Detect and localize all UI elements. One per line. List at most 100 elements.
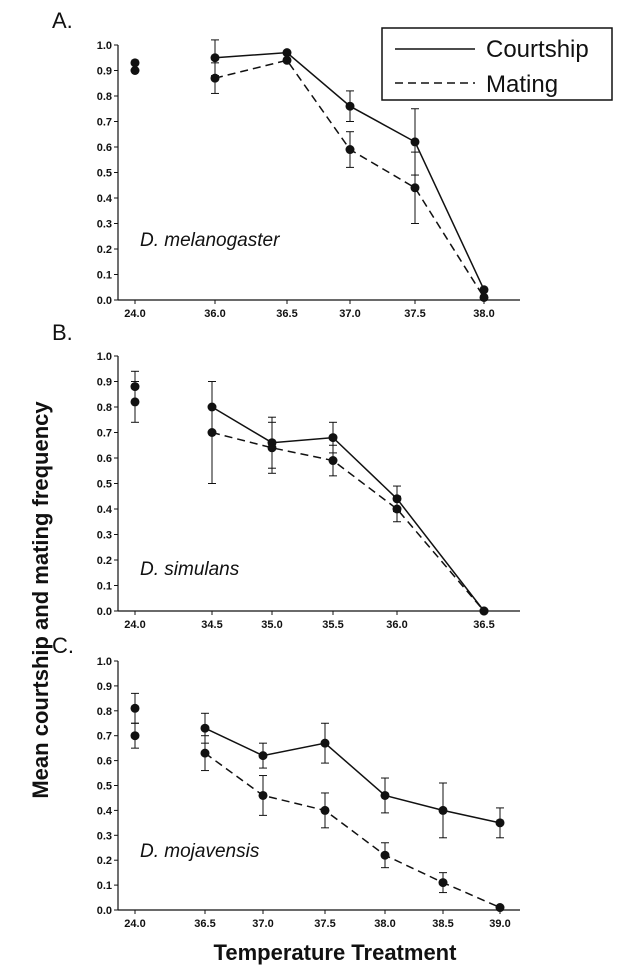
y-tick-label: 0.8: [97, 91, 112, 103]
data-point: [130, 397, 140, 407]
legend-box: [381, 27, 613, 101]
y-tick-label: 0.4: [97, 193, 113, 205]
x-tick-label: 37.0: [339, 308, 360, 320]
series-line: [211, 406, 485, 612]
data-point: [130, 66, 140, 75]
data-point: [130, 731, 140, 741]
legend: Courtship Mating: [381, 27, 613, 101]
data-point: [210, 73, 220, 83]
panel-3: 0.0 0.1 0.2 0.3 0.4 0.5 0.6 0.7 0.8 0.9 1.0 24.0 36.…: [52, 633, 520, 930]
data-point: [130, 703, 140, 713]
y-tick-label: 0.8: [97, 706, 112, 718]
legend-mating-label: Mating: [486, 71, 558, 98]
panel-label: C.: [52, 633, 74, 658]
panel-1: 0.0 0.1 0.2 0.3 0.4 0.5 0.6 0.7 0.8 0.9 1.0 24.0 36.…: [52, 8, 520, 320]
legend-courtship-label: Courtship: [486, 36, 589, 63]
series-line: [211, 431, 485, 612]
y-tick-label: 0.0: [97, 905, 112, 917]
data-point: [200, 723, 210, 733]
y-tick-label: 0.8: [97, 402, 112, 414]
panel-label: A.: [52, 8, 73, 33]
x-tick-label: 24.0: [124, 918, 145, 930]
y-tick-label: 0.6: [97, 453, 112, 465]
x-axis-title: Temperature Treatment: [214, 940, 458, 965]
y-tick-label: 0.2: [97, 855, 112, 867]
y-tick-label: 0.5: [97, 168, 112, 180]
series-courtship: [130, 692, 505, 839]
x-tick-label: 37.0: [252, 918, 273, 930]
x-tick-label: 38.0: [374, 918, 395, 930]
x-tick-label: 35.0: [261, 619, 282, 631]
data-point: [380, 850, 390, 860]
data-point: [282, 55, 292, 65]
series-mating: [130, 722, 505, 913]
y-tick-label: 0.7: [97, 117, 112, 129]
x-tick-label: 36.5: [473, 619, 494, 631]
data-point: [200, 748, 210, 758]
data-point: [210, 53, 220, 63]
y-tick-label: 0.0: [97, 295, 112, 307]
x-tick-label: 36.0: [204, 308, 225, 320]
data-point: [345, 101, 355, 111]
y-tick-label: 0.5: [97, 479, 112, 491]
data-point: [328, 456, 338, 466]
panel-label: B.: [52, 320, 73, 345]
y-tick-label: 0.6: [97, 142, 112, 154]
y-tick-label: 0.3: [97, 830, 112, 842]
y-tick-label: 0.4: [97, 504, 113, 516]
y-axis-title: Mean courtship and mating frequency: [28, 401, 53, 799]
y-tick-label: 0.1: [97, 270, 112, 282]
y-tick-label: 1.0: [97, 351, 112, 363]
series-line: [204, 752, 501, 909]
y-tick-label: 0.0: [97, 606, 112, 618]
x-tick-label: 35.5: [322, 619, 343, 631]
x-tick-label: 37.5: [404, 308, 425, 320]
x-tick-label: 36.5: [276, 308, 297, 320]
data-point: [207, 428, 217, 437]
species-label: D. melanogaster: [140, 230, 280, 251]
data-point: [320, 805, 330, 815]
x-tick-label: 34.5: [201, 619, 222, 631]
data-point: [438, 805, 448, 815]
data-point: [258, 751, 268, 761]
y-tick-label: 0.9: [97, 66, 112, 78]
y-tick-label: 0.6: [97, 756, 112, 768]
y-tick-label: 0.4: [97, 805, 113, 817]
x-tick-label: 37.5: [314, 918, 335, 930]
data-point: [438, 878, 448, 888]
data-point: [479, 285, 489, 295]
y-tick-label: 1.0: [97, 656, 112, 668]
x-tick-label: 38.5: [432, 918, 453, 930]
series-mating: [130, 55, 489, 302]
x-tick-label: 39.0: [489, 918, 510, 930]
data-point: [258, 790, 268, 800]
data-point: [130, 58, 140, 68]
data-point: [392, 504, 402, 514]
y-tick-label: 0.3: [97, 530, 112, 542]
data-point: [495, 818, 505, 828]
y-tick-label: 0.3: [97, 219, 112, 231]
x-tick-label: 36.0: [386, 619, 407, 631]
series-line: [204, 727, 501, 824]
data-point: [267, 443, 277, 453]
data-point: [328, 433, 338, 443]
y-tick-label: 0.1: [97, 880, 112, 892]
data-point: [282, 48, 292, 58]
data-point: [345, 145, 355, 155]
y-tick-label: 0.1: [97, 581, 112, 593]
species-label: D. simulans: [140, 559, 240, 580]
data-point: [495, 903, 505, 913]
data-point: [410, 183, 420, 193]
y-tick-label: 0.2: [97, 244, 112, 256]
series-mating: [130, 381, 489, 616]
panels: 0.0 0.1 0.2 0.3 0.4 0.5 0.6 0.7 0.8 0.9 1.0 24.0 36.…: [52, 8, 520, 930]
panel-2: 0.0 0.1 0.2 0.3 0.4 0.5 0.6 0.7 0.8 0.9 1.0 24.0 34.…: [52, 320, 520, 631]
x-tick-label: 36.5: [194, 918, 215, 930]
data-point: [479, 292, 489, 302]
y-tick-label: 0.7: [97, 731, 112, 743]
y-tick-label: 1.0: [97, 40, 112, 52]
y-tick-label: 0.7: [97, 428, 112, 440]
x-tick-label: 24.0: [124, 619, 145, 631]
y-tick-label: 0.2: [97, 555, 112, 567]
